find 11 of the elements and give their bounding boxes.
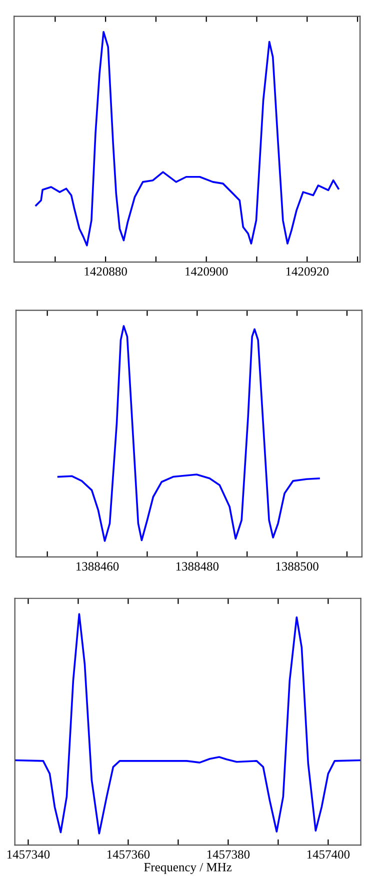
x-tick-label: 1457360 bbox=[107, 850, 150, 859]
x-tick-label: 1420880 bbox=[84, 267, 127, 276]
x-tick-label: 1388500 bbox=[276, 562, 318, 571]
x-tick-label: 1457340 bbox=[7, 850, 50, 859]
x-tick-label: 1388460 bbox=[76, 562, 119, 571]
x-tick-label: 1457400 bbox=[307, 850, 350, 859]
x-tick-label: 1420920 bbox=[286, 267, 329, 276]
x-tick-label: 1420900 bbox=[186, 267, 228, 276]
x-axis-title: Frequency / MHz bbox=[144, 863, 232, 874]
x-tick-label: 1457380 bbox=[207, 850, 250, 859]
x-tick-label: 1388480 bbox=[176, 562, 219, 571]
